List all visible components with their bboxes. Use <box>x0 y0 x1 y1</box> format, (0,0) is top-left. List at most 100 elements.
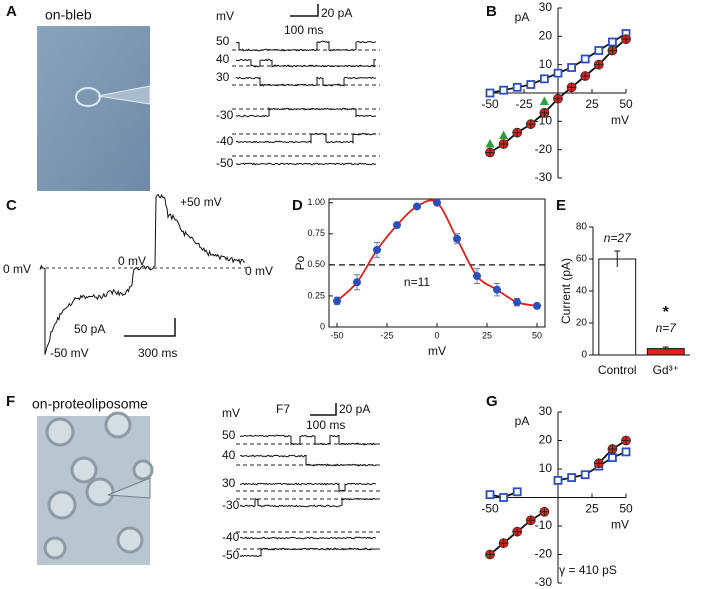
marker <box>485 490 495 500</box>
data-point <box>498 139 509 149</box>
data-point <box>567 473 576 482</box>
marker <box>499 493 509 502</box>
trace <box>235 40 377 52</box>
fit-curve <box>336 199 538 307</box>
marker-cross <box>512 128 522 138</box>
data-point <box>607 444 618 454</box>
scale-bar <box>310 403 337 416</box>
data-point <box>533 301 541 310</box>
data-point <box>608 453 617 463</box>
y-tick-label: -30 <box>535 575 553 589</box>
trace <box>239 536 377 540</box>
row-label: 40 <box>222 448 236 462</box>
unit-label: mV <box>222 406 240 420</box>
marker-cross <box>485 148 495 157</box>
data-point <box>567 63 576 72</box>
marker <box>567 63 576 72</box>
data-point <box>594 46 604 55</box>
panel-label: C <box>6 197 17 214</box>
marker-cross <box>580 71 590 81</box>
trace-label: +50 mV <box>180 195 222 209</box>
marker-cross <box>526 119 536 129</box>
pipette <box>107 477 151 499</box>
data-point <box>525 119 536 130</box>
data-point <box>621 447 631 457</box>
data-point <box>499 130 509 139</box>
data-point <box>621 435 631 446</box>
panel-title: on-bleb <box>45 7 92 23</box>
trace <box>235 132 377 144</box>
scale-label: 300 ms <box>138 346 177 360</box>
marker-cross <box>485 550 495 559</box>
marker-cross <box>499 538 509 548</box>
annotation: n=7 <box>656 321 678 335</box>
data-point <box>566 82 577 93</box>
data-point <box>485 549 495 560</box>
y-tick-label: 20 <box>576 318 588 329</box>
y-tick-label: 10 <box>539 57 553 71</box>
trace-label: 0 mV <box>3 262 31 276</box>
row-label: -40 <box>216 134 234 148</box>
y-tick-label: 30 <box>539 404 553 418</box>
scale-label: 100 ms <box>284 23 323 37</box>
annotation: * <box>663 304 670 321</box>
row-label: 30 <box>216 70 230 84</box>
y-axis-label: Po <box>293 255 307 270</box>
y-tick-label: 20 <box>539 433 553 447</box>
x-tick-label: 50 <box>532 330 542 340</box>
x-tick-label: -50 <box>481 502 499 516</box>
data-point <box>513 298 521 307</box>
marker <box>499 85 509 95</box>
panel-label: B <box>486 3 497 20</box>
panel-label: F <box>6 393 15 410</box>
data-point <box>373 245 381 254</box>
data-point <box>498 538 509 548</box>
marker-cross <box>567 82 577 92</box>
y-axis-label: pA <box>515 414 530 428</box>
data-point <box>621 34 631 45</box>
x-tick-label: -25 <box>515 97 533 111</box>
marker-cross <box>621 436 631 445</box>
trace <box>239 454 377 467</box>
data-point <box>526 80 536 89</box>
marker <box>621 447 631 457</box>
marker-cross <box>621 34 631 44</box>
row-label: -50 <box>222 548 240 562</box>
row-label: -30 <box>222 498 240 512</box>
data-point <box>512 82 522 92</box>
data-point <box>512 526 523 537</box>
marker <box>512 487 522 497</box>
data-point <box>393 221 401 230</box>
marker <box>608 453 617 463</box>
annotation: γ = 410 pS <box>559 563 617 577</box>
data-point <box>593 458 604 469</box>
row-label: 40 <box>216 52 230 66</box>
y-tick-label: 0 <box>581 350 587 361</box>
data-point <box>580 470 590 480</box>
marker-cross <box>512 527 522 537</box>
x-tick-label: 25 <box>585 97 599 111</box>
y-tick-label: 20 <box>539 29 553 43</box>
trace <box>239 547 377 558</box>
marker <box>580 470 590 480</box>
row-label: -40 <box>222 530 240 544</box>
data-point <box>499 493 509 502</box>
y-tick-label: 80 <box>576 222 588 233</box>
marker-cross <box>499 139 509 149</box>
x-axis-label: mV <box>611 113 629 127</box>
trace <box>239 434 377 446</box>
data-point <box>485 490 495 500</box>
trace-label: 0 mV <box>118 254 146 268</box>
trace-label: 0 mV <box>245 264 273 278</box>
micrograph <box>37 26 150 191</box>
x-axis-label: mV <box>611 518 629 532</box>
data-point <box>608 37 617 47</box>
error-bar <box>614 250 621 267</box>
x-tick-label: -50 <box>330 330 343 340</box>
x-tick-label: -25 <box>380 330 393 340</box>
trace <box>239 497 377 508</box>
plot-frame <box>328 198 546 328</box>
marker <box>608 37 617 47</box>
data-point <box>433 198 441 207</box>
marker-cross <box>526 515 536 525</box>
